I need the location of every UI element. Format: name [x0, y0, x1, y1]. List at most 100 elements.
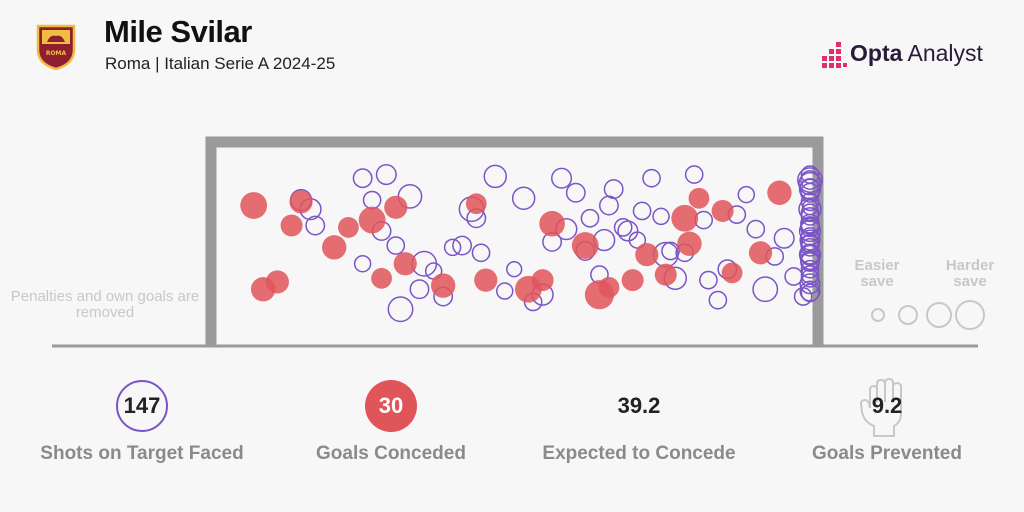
goal-conceded-point: [371, 267, 392, 289]
brand-bold: Opta: [850, 40, 903, 66]
shot-saved-point: [386, 236, 406, 255]
goal-conceded-point: [338, 216, 359, 238]
goal-conceded-point: [621, 269, 644, 292]
shot-saved-point: [746, 219, 766, 239]
shot-saved-point: [409, 279, 430, 300]
shot-saved-point: [598, 195, 619, 216]
goal-conceded-point: [465, 193, 487, 215]
stat-shots: 147 Shots on Target Faced: [22, 380, 262, 465]
shot-saved-point: [632, 201, 652, 221]
shot-saved-point: [800, 234, 820, 254]
shot-saved-point: [613, 217, 633, 237]
prevented-value: 9.2: [871, 393, 903, 418]
goal-conceded-point: [654, 263, 677, 286]
shot-saved-point: [452, 235, 473, 256]
shot-saved-point: [752, 276, 779, 303]
shot-saved-point: [652, 207, 670, 226]
goal-conceded-point: [358, 206, 386, 234]
goal-conceded-point: [748, 241, 773, 265]
key-circle: [955, 300, 985, 330]
goals-badge: 30: [365, 380, 417, 432]
stat-goals: 30 Goals Conceded: [271, 380, 511, 465]
shot-saved-point: [800, 217, 820, 238]
shot-saved-point: [661, 241, 680, 261]
goalkeeper-glove-icon: [859, 378, 902, 437]
shot-saved-point: [800, 268, 820, 288]
opta-analyst-logo: Opta Analyst: [818, 38, 988, 72]
goal-conceded-point: [384, 195, 408, 219]
shot-saved-point: [580, 208, 600, 228]
shot-saved-point: [800, 170, 820, 190]
page-subtitle: Roma | Italian Serie A 2024-25: [105, 54, 336, 73]
shot-saved-point: [708, 290, 728, 310]
shot-saved-point: [797, 167, 823, 193]
key-circle: [926, 302, 952, 328]
goal-conceded-point: [721, 262, 743, 284]
shots-label: Shots on Target Faced: [40, 443, 244, 464]
shot-saved-point: [799, 273, 821, 295]
xg-value: 39.2: [617, 393, 661, 418]
goal-conceded-point: [393, 252, 417, 276]
goal-conceded-point: [539, 210, 565, 237]
shot-saved-point: [798, 243, 822, 266]
shot-saved-point: [506, 261, 523, 278]
shot-saved-point: [565, 182, 586, 203]
goal-conceded-point: [430, 273, 456, 298]
shot-saved-point: [495, 282, 514, 300]
shot-saved-point: [799, 229, 821, 251]
goal-conceded-point: [240, 192, 268, 219]
shot-saved-point: [737, 185, 756, 204]
exclusion-note: Penalties and own goals are removed: [10, 288, 200, 321]
page-title: Mile Svilar: [104, 14, 252, 49]
goal-conceded-point: [598, 277, 620, 298]
goal-conceded-point: [571, 232, 599, 259]
key-circle: [898, 305, 918, 325]
shot-saved-point: [798, 197, 822, 221]
goal-conceded-point: [635, 243, 659, 267]
goal-conceded-point: [677, 231, 702, 256]
goal-conceded-point: [671, 204, 699, 232]
opta-logo-icon: [822, 42, 847, 68]
shot-saved-point: [773, 227, 795, 249]
goal-conceded-point: [711, 199, 734, 222]
shot-saved-point: [684, 165, 704, 184]
shot-saved-point: [617, 220, 639, 242]
shot-saved-point: [800, 216, 820, 235]
shot-saved-point: [800, 259, 820, 279]
difficulty-key: [871, 300, 985, 330]
goal-conceded-point: [289, 190, 313, 214]
shot-saved-point: [800, 227, 820, 246]
goal-conceded-point: [322, 235, 347, 260]
shot-saved-point: [387, 296, 414, 323]
stat-xg: 39.2 Expected to Concede: [519, 380, 759, 465]
goal-conceded-point: [474, 268, 498, 292]
shot-saved-point: [353, 254, 372, 273]
goal-conceded-point: [767, 180, 792, 205]
brand-light: Analyst: [902, 40, 983, 66]
shot-saved-point: [352, 168, 373, 189]
shot-saved-point: [551, 167, 573, 189]
goal-conceded-point: [280, 214, 303, 237]
goals-label: Goals Conceded: [316, 443, 466, 464]
roma-crest-icon: ROMA: [36, 24, 76, 70]
xg-label: Expected to Concede: [542, 443, 736, 464]
goal-conceded-point: [265, 270, 289, 294]
shot-saved-point: [699, 270, 718, 290]
goal-conceded-point: [531, 269, 554, 292]
goal-conceded-point: [688, 187, 710, 209]
shot-saved-point: [375, 164, 397, 186]
key-harder-label: Harder save: [945, 257, 995, 290]
shot-saved-point: [642, 168, 661, 188]
shot-saved-point: [471, 243, 491, 263]
shot-saved-point: [443, 238, 462, 257]
goal-frame: [205, 136, 824, 346]
stat-prevented: 9.2 Goals Prevented: [767, 380, 1007, 465]
shots-badge: 147: [116, 380, 168, 432]
crest-text: ROMA: [46, 50, 67, 57]
shot-saved-point: [511, 186, 536, 210]
shot-saved-point: [800, 283, 820, 303]
shot-saved-point: [362, 190, 382, 210]
key-circle: [871, 308, 885, 322]
shot-saved-point: [603, 179, 624, 200]
